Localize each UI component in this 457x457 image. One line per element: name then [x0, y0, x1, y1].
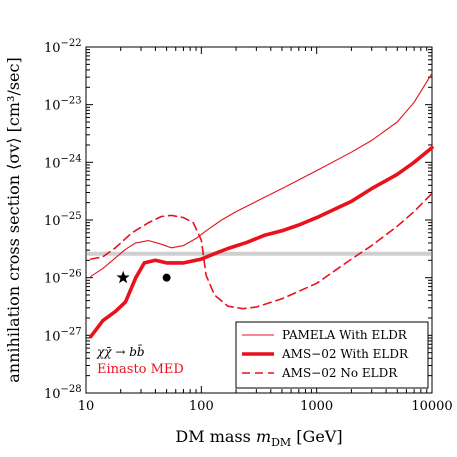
x-axis-label: DM mass mDM [GeV] [175, 427, 342, 449]
series-layer [89, 72, 434, 339]
y-tick-labels: 10−22 10−23 10−24 10−25 10−26 10−27 10−28 [44, 38, 82, 402]
plot-area [85, 46, 434, 394]
series-line-dashed [90, 192, 433, 310]
annotation-process: χχ̄ → bb̄ [96, 343, 145, 359]
dot-marker [162, 273, 171, 282]
series-line-thin [90, 72, 433, 277]
y-tick-label: 10−26 [44, 269, 82, 287]
x-tick-label: 100 [189, 399, 214, 414]
x-tick-label: 10 [78, 399, 95, 414]
x-tick-labels: 10 100 1000 10000 [78, 399, 453, 414]
legend-label: AMS−02 With ELDR [281, 347, 409, 361]
axis-ticks [85, 47, 432, 394]
legend-entries: PAMELA With ELDR AMS−02 With ELDR AMS−02 N… [242, 328, 409, 380]
legend: PAMELA With ELDR AMS−02 With ELDR AMS−02 N… [235, 321, 429, 389]
y-axis-label: annihilation cross section ⟨σv⟩ [cm³/sec… [4, 57, 23, 382]
y-tick-label: 10−23 [44, 96, 82, 114]
annotation-profile: Einasto MED [97, 362, 184, 377]
legend-label: PAMELA With ELDR [282, 328, 408, 342]
marker-layer [116, 270, 171, 284]
y-tick-label: 10−28 [44, 384, 82, 402]
y-tick-label: 10−27 [44, 326, 82, 344]
x-tick-label: 10000 [411, 399, 452, 414]
y-tick-label: 10−22 [44, 38, 82, 56]
y-tick-label: 10−24 [44, 153, 82, 171]
star-marker [116, 270, 130, 284]
series-line-thick [89, 145, 434, 339]
x-tick-label: 1000 [300, 399, 333, 414]
y-tick-label: 10−25 [44, 211, 82, 229]
legend-label: AMS−02 No ELDR [281, 366, 398, 380]
